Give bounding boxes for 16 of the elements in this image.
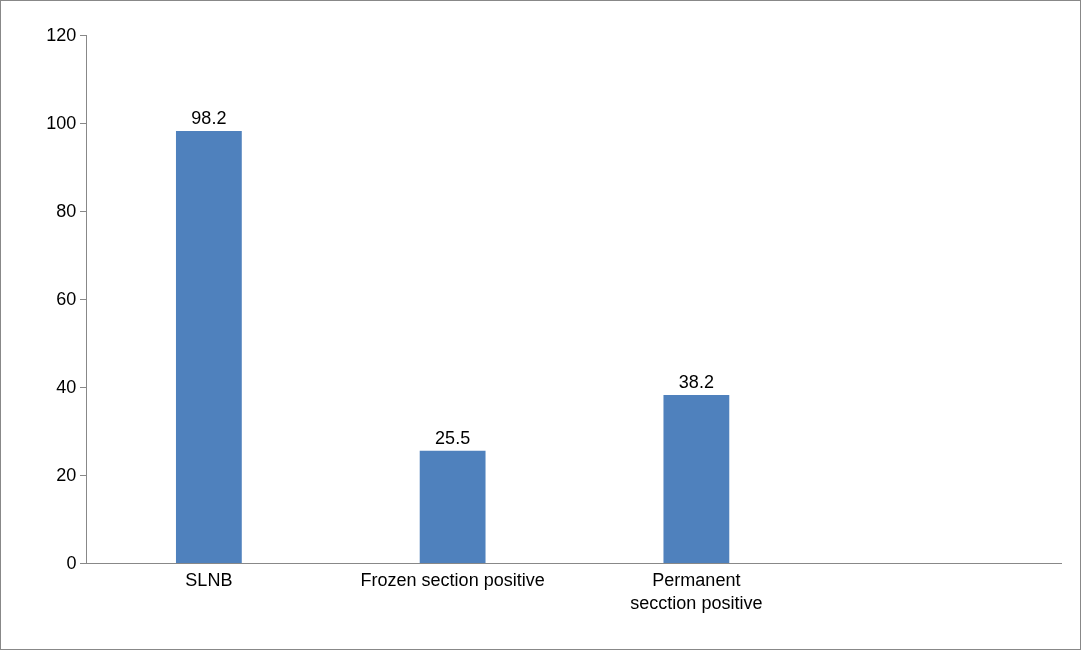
- data-label: 98.2: [191, 107, 227, 128]
- bar: [419, 450, 486, 563]
- x-tick-label: Frozen section positive: [360, 569, 545, 590]
- data-label: 38.2: [678, 371, 714, 392]
- y-tick-label: 120: [46, 25, 77, 46]
- y-tick-label: 100: [46, 113, 77, 134]
- data-label: 25.5: [435, 427, 471, 448]
- bar: [175, 130, 242, 563]
- x-tick-label: SLNB: [185, 569, 233, 590]
- y-tick-label: 40: [56, 377, 77, 398]
- y-tick-label: 60: [56, 289, 77, 310]
- y-tick-label: 80: [56, 201, 77, 222]
- bar: [663, 394, 730, 563]
- x-tick-label: Permanent secction positive: [630, 569, 763, 613]
- y-tick-label: 0: [66, 553, 77, 574]
- y-tick-label: 20: [56, 465, 77, 486]
